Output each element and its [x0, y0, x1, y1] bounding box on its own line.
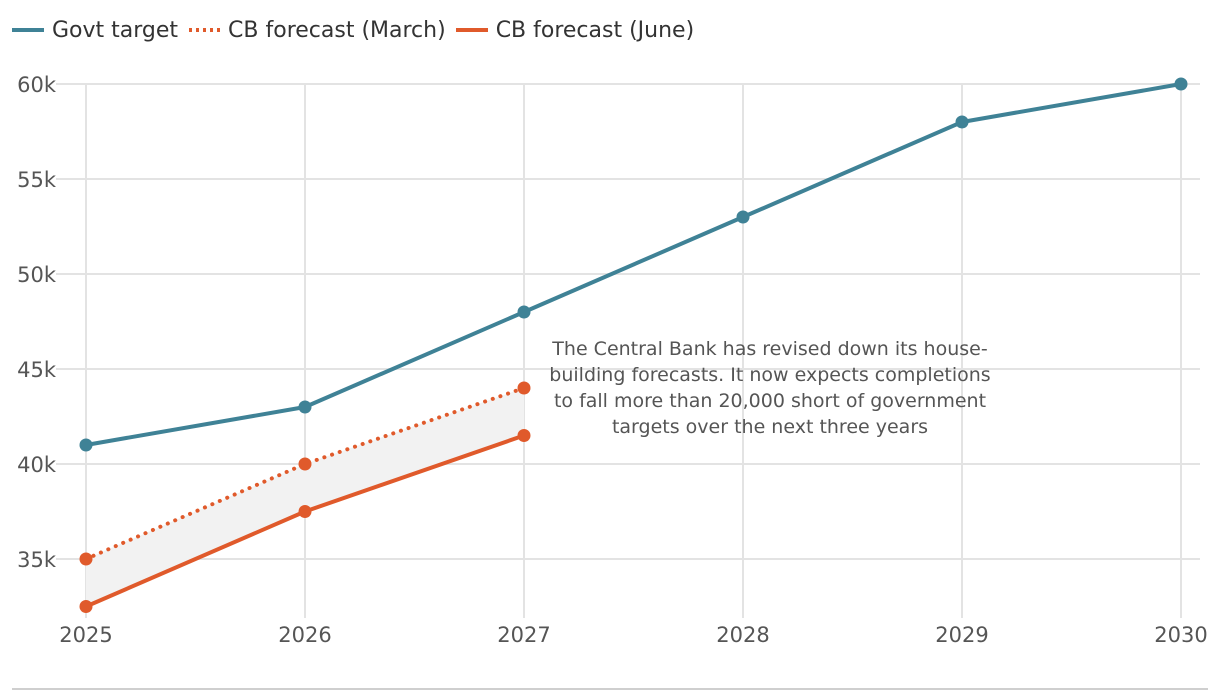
legend-swatch-solid-orange: [455, 28, 488, 32]
y-tick-label: 60k: [17, 73, 57, 97]
series-line-1: [84, 386, 526, 561]
series-point-1: [298, 457, 312, 471]
series-point-0: [298, 400, 312, 414]
legend-label: Govt target: [52, 17, 179, 43]
legend: Govt target CB forecast (March) CB forec…: [12, 14, 694, 46]
x-tick-label: 2026: [278, 623, 331, 647]
series-point-2: [298, 505, 312, 518]
series-point-0: [1174, 77, 1188, 91]
legend-item-govt-target: Govt target: [12, 18, 178, 43]
legend-label: CB forecast (March): [228, 17, 446, 43]
series-point-1: [517, 381, 531, 395]
chart-annotation: The Central Bank has revised down its ho…: [549, 338, 991, 438]
x-tick-label: 2025: [59, 623, 112, 647]
legend-item-cb-march: CB forecast (March): [188, 18, 446, 43]
x-tick-label: 2029: [935, 623, 988, 647]
y-tick-label: 35k: [17, 548, 57, 572]
bottom-rule: [12, 688, 1208, 690]
x-tick-label: 2027: [497, 623, 550, 647]
legend-item-cb-june: CB forecast (June): [455, 17, 695, 43]
series-point-0: [955, 115, 969, 129]
series-point-0: [79, 438, 93, 452]
series-line-0: [84, 82, 1183, 447]
forecast-gap-band: [86, 388, 524, 607]
series-point-0: [736, 210, 750, 224]
x-tick-label: 2030: [1154, 623, 1207, 647]
y-tick-label: 50k: [17, 263, 57, 287]
x-tick-label: 2028: [716, 623, 769, 647]
series-point-2: [517, 429, 531, 442]
y-tick-label: 45k: [17, 358, 57, 382]
legend-swatch-dotted-orange: [189, 28, 221, 32]
series-point-2: [79, 600, 93, 613]
legend-swatch-solid-teal: [12, 28, 44, 32]
y-tick-label: 55k: [17, 168, 57, 192]
y-tick-label: 40k: [17, 453, 57, 477]
series-point-0: [517, 305, 531, 319]
series-point-1: [79, 552, 93, 566]
legend-label: CB forecast (June): [495, 17, 695, 43]
